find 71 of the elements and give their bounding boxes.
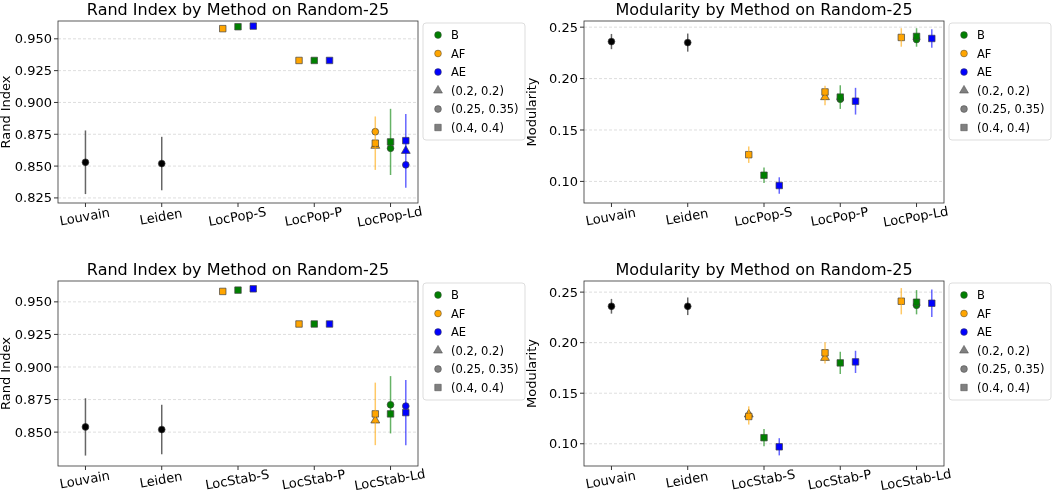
legend-label: (0.25, 0.35)	[977, 102, 1045, 117]
x-tick-label: Louvain	[584, 467, 637, 492]
legend-label: AE	[977, 65, 993, 80]
y-tick-label: 0.875	[14, 126, 52, 142]
x-tick-label: Louvain	[584, 204, 637, 229]
legend-label: (0.4, 0.4)	[451, 120, 504, 135]
y-tick-label: 0.850	[14, 424, 52, 440]
legend-label: (0.2, 0.2)	[451, 343, 504, 358]
y-tick-label: 0.10	[549, 436, 578, 452]
legend-label: (0.4, 0.4)	[451, 380, 504, 395]
x-tick-label: Leiden	[138, 205, 184, 228]
x-tick-label: LocPop-P	[809, 204, 870, 230]
y-tick-label: 0.25	[549, 19, 578, 35]
chart-title: Rand Index by Method on Random-25	[86, 0, 390, 19]
y-tick-label: 0.825	[14, 190, 52, 206]
y-tick-label: 0.900	[14, 95, 52, 110]
chart-title: Rand Index by Method on Random-25	[86, 260, 390, 279]
y-tick-label: 0.875	[14, 392, 52, 408]
legend-label: (0.2, 0.2)	[977, 343, 1030, 358]
chart-title: Modularity by Method on Random-25	[615, 0, 913, 19]
y-axis-title: Rand Index	[0, 75, 13, 149]
legend-label: AF	[977, 46, 992, 61]
y-tick-label: 0.850	[14, 158, 52, 174]
y-axis-title: Modularity	[524, 338, 539, 408]
y-tick-label: 0.20	[549, 335, 578, 351]
legend-label: B	[977, 28, 985, 43]
x-tick-label: LocStab-S	[204, 466, 271, 493]
x-tick-label: LocStab-P	[280, 466, 347, 493]
y-tick-label: 0.15	[549, 385, 578, 401]
y-tick-label: 0.950	[14, 31, 52, 47]
x-tick-label: Leiden	[664, 468, 710, 491]
x-tick-label: LocPop-S	[207, 204, 268, 230]
y-tick-label: 0.25	[549, 284, 578, 300]
x-tick-label: Leiden	[138, 468, 184, 491]
x-tick-label: LocStab-P	[806, 466, 873, 493]
y-tick-label: 0.950	[14, 294, 52, 310]
x-tick-label: Leiden	[664, 205, 710, 228]
x-tick-label: Louvain	[58, 204, 111, 229]
legend-label: B	[451, 28, 459, 43]
legend-label: (0.4, 0.4)	[977, 120, 1030, 135]
legend-label: B	[977, 288, 985, 303]
legend-label: AF	[451, 306, 466, 321]
legend-label: AF	[451, 46, 466, 61]
y-tick-label: 0.900	[14, 359, 52, 375]
x-tick-label: Louvain	[58, 467, 111, 492]
legend-label: (0.2, 0.2)	[451, 83, 504, 98]
x-tick-label: LocPop-P	[283, 204, 344, 230]
y-tick-label: 0.20	[549, 71, 578, 87]
legend-label: AF	[977, 306, 992, 321]
legend-label: (0.25, 0.35)	[451, 102, 519, 117]
legend-label: (0.4, 0.4)	[977, 380, 1030, 395]
x-tick-label: LocStab-S	[730, 466, 797, 493]
y-tick-label: 0.10	[549, 173, 578, 189]
legend-label: B	[451, 288, 459, 303]
x-tick-label: LocPop-Ld	[356, 203, 424, 230]
x-tick-label: LocStab-Ld	[879, 465, 953, 494]
x-tick-label: LocPop-S	[733, 204, 794, 230]
legend-label: AE	[451, 325, 467, 340]
x-tick-label: LocStab-Ld	[353, 465, 427, 494]
legend-label: (0.25, 0.35)	[451, 362, 519, 377]
legend-label: AE	[977, 325, 993, 340]
legend-label: AE	[451, 65, 467, 80]
y-tick-label: 0.925	[14, 326, 52, 342]
y-axis-title: Modularity	[524, 77, 539, 147]
x-tick-label: LocPop-Ld	[882, 203, 950, 230]
y-axis-title: Rand Index	[0, 336, 13, 411]
y-tick-label: 0.925	[14, 63, 52, 79]
legend-label: (0.2, 0.2)	[977, 83, 1030, 98]
legend-label: (0.25, 0.35)	[977, 362, 1045, 377]
chart-title: Modularity by Method on Random-25	[615, 260, 913, 279]
y-tick-label: 0.15	[549, 122, 578, 138]
